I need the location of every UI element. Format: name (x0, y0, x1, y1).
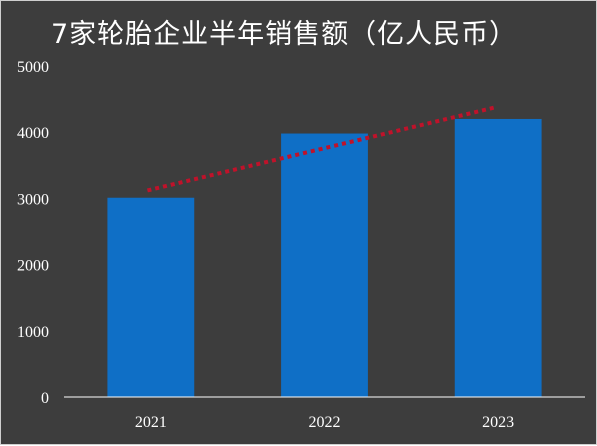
y-tick-label: 2000 (17, 258, 49, 275)
y-tick-label: 0 (41, 390, 49, 407)
x-tick-label: 2023 (482, 414, 514, 431)
y-tick-label: 4000 (17, 125, 49, 142)
y-tick-label: 3000 (17, 191, 49, 208)
bar-2023 (454, 118, 542, 398)
x-tick-label: 2021 (135, 414, 167, 431)
trendline (146, 105, 498, 193)
y-tick-label: 1000 (17, 324, 49, 341)
bar-2022 (281, 133, 368, 398)
chart-title: 7家轮胎企业半年销售额（亿人民币） (51, 19, 518, 50)
y-tick-label: 5000 (17, 59, 49, 76)
bar-2021 (107, 197, 195, 397)
x-tick-label: 2022 (309, 414, 341, 431)
